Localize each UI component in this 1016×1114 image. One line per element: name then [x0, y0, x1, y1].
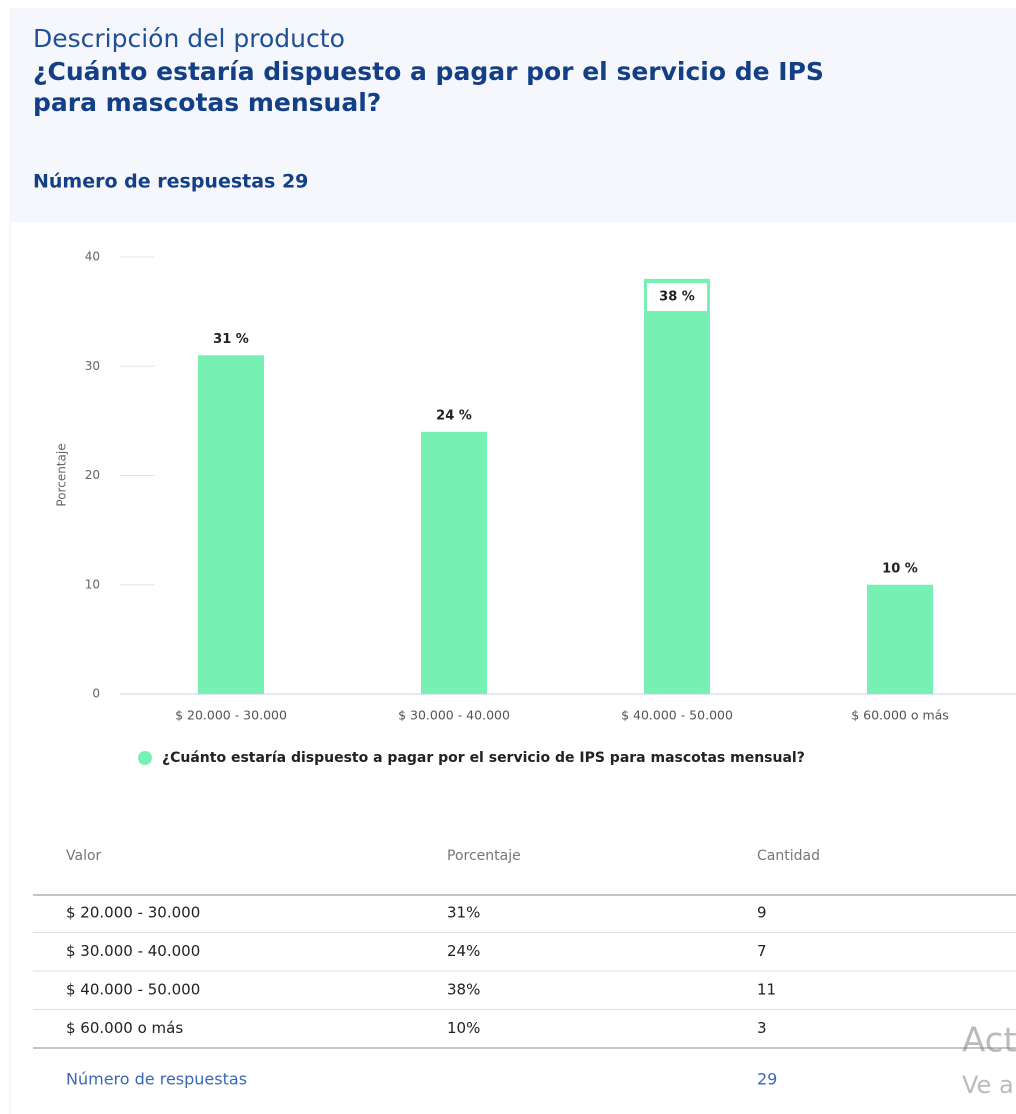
watermark: Act — [962, 1021, 1016, 1061]
x-tick-label: $ 40.000 - 50.000 — [621, 708, 733, 723]
data-label: 31 % — [213, 332, 249, 347]
table-header: Valor — [66, 848, 102, 864]
x-tick-label: $ 60.000 o más — [851, 708, 949, 723]
table-footer: Número de respuestas — [66, 1070, 247, 1089]
bar — [644, 278, 710, 694]
header-bg — [10, 8, 1016, 222]
table-cell: 3 — [757, 1019, 767, 1037]
y-tick-label: 40 — [85, 250, 100, 264]
table-footer: 29 — [757, 1070, 777, 1089]
table-cell: 7 — [757, 942, 767, 960]
data-label: 38 % — [659, 290, 695, 305]
table-cell: 31% — [447, 904, 480, 922]
table-cell: 24% — [447, 942, 480, 960]
y-tick-label: 30 — [85, 359, 100, 373]
x-tick-label: $ 30.000 - 40.000 — [398, 708, 510, 723]
y-axis-label: Porcentaje — [55, 443, 69, 506]
y-tick-label: 10 — [85, 577, 100, 591]
table-cell: 10% — [447, 1019, 480, 1037]
data-label-bg — [424, 401, 484, 430]
legend-label: ¿Cuánto estaría dispuesto a pagar por el… — [162, 750, 805, 766]
bar — [421, 431, 487, 694]
y-tick-label: 0 — [92, 687, 100, 701]
question: para mascotas mensual? — [33, 88, 381, 117]
x-tick-label: $ 20.000 - 30.000 — [175, 708, 287, 723]
data-label: 10 % — [882, 561, 918, 576]
y-tick-label: 20 — [85, 468, 100, 482]
data-label-bg — [647, 283, 707, 311]
table-header: Cantidad — [757, 848, 820, 864]
table-cell: 38% — [447, 981, 480, 999]
response-count: Número de respuestas 29 — [33, 171, 308, 193]
bar — [867, 584, 933, 694]
question: ¿Cuánto estaría dispuesto a pagar por el… — [33, 57, 824, 86]
table-cell: $ 20.000 - 30.000 — [66, 904, 200, 922]
section-title: Descripción del producto — [33, 24, 345, 53]
table-cell: $ 60.000 o más — [66, 1019, 183, 1037]
table-cell: 9 — [757, 904, 767, 922]
watermark: Ve a — [962, 1071, 1014, 1099]
table-cell: $ 30.000 - 40.000 — [66, 942, 200, 960]
table-header: Porcentaje — [447, 848, 521, 864]
legend-swatch — [138, 751, 152, 765]
bar — [198, 355, 264, 694]
table-cell: $ 40.000 - 50.000 — [66, 981, 200, 999]
data-label: 24 % — [436, 408, 472, 423]
data-label-bg — [870, 554, 930, 583]
table-cell: 11 — [757, 981, 776, 999]
data-label-bg — [201, 325, 261, 354]
